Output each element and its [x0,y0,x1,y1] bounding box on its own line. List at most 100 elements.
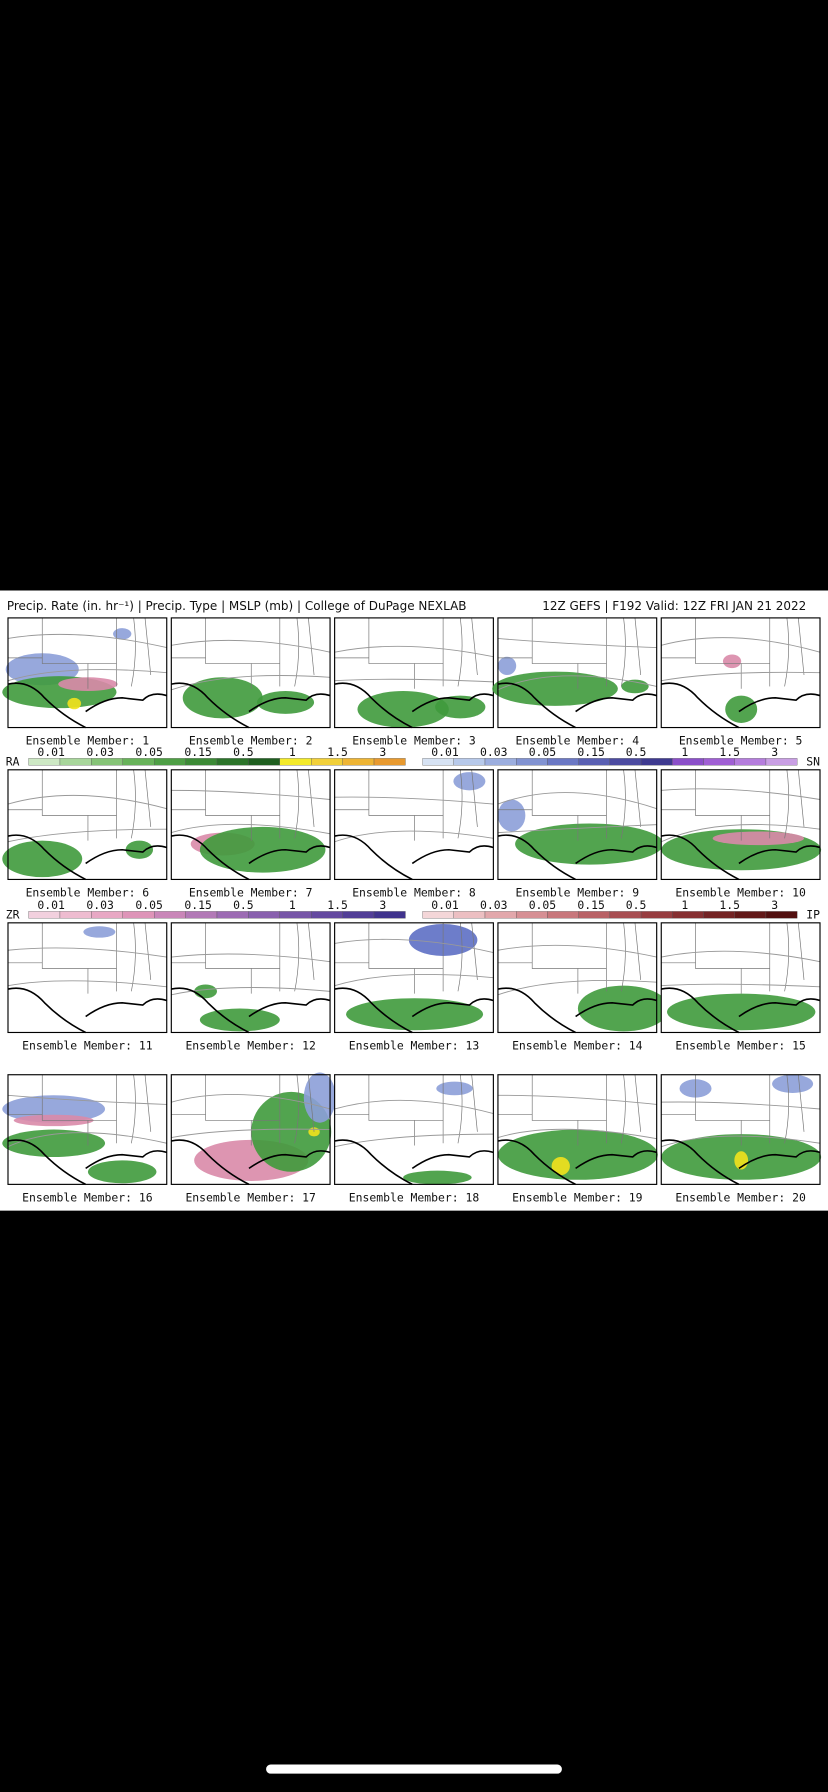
legend-swatch [311,758,343,766]
map-panel [334,922,494,1034]
legend-tick: 1 [681,745,688,759]
precip-area [125,840,154,859]
panel-label: Ensemble Member: 9 [516,886,640,900]
state-border [620,769,626,839]
legend-swatch [609,911,642,919]
state-border [205,1074,252,1146]
isobar [497,944,657,958]
legend-swatch [578,911,611,919]
map-panel [660,769,822,881]
legend-tick: 0.15 [184,898,211,912]
state-border [131,769,136,839]
legend-swatch [373,758,406,766]
state-border [531,1074,579,1146]
legend-swatch [122,911,155,919]
legend-swatch [342,758,375,766]
legend-swatch [342,911,375,919]
precip-area [67,697,82,710]
state-border [634,769,642,827]
state-border [205,922,252,994]
map-frame [334,769,494,881]
precip-area [712,831,805,846]
isobar [497,638,657,649]
panel-label: Ensemble Member: 3 [352,734,476,748]
state-border [695,617,742,689]
legend-swatch [185,758,218,766]
panel-label: Ensemble Member: 10 [675,886,806,900]
legend-tick: 1.5 [719,745,740,759]
isobar [334,830,494,843]
map-frame [334,617,494,729]
state-border [620,1074,626,1144]
legend-tick: 0.5 [233,898,254,912]
state-border [144,769,152,827]
precip-area [199,826,326,873]
panel-label: Ensemble Member: 14 [512,1039,643,1053]
precip-area [435,695,486,719]
map-frame [170,1074,331,1185]
map-frame [7,922,168,1034]
map-panel [170,922,331,1034]
legend-swatch [279,911,312,919]
map-frame [497,769,658,881]
map-frame [497,617,658,729]
map-panel [2,769,168,881]
precip-area [722,654,742,669]
panel-label: Ensemble Member: 18 [349,1191,480,1205]
state-border [144,617,152,676]
isobar [334,678,494,683]
panel-label: Ensemble Member: 8 [352,886,476,900]
isobar [334,974,494,987]
map-frame [170,617,331,729]
legend-swatch [311,911,343,919]
title-left: Precip. Rate (in. hr⁻¹) | Precip. Type |… [7,599,467,614]
legend-tick: 0.5 [626,898,647,912]
legend-swatch [154,911,186,919]
map-frame [334,1074,494,1185]
legend-swatch [59,911,92,919]
state-border [797,922,805,980]
isobar [171,1128,331,1138]
legend-name: SN [806,754,820,768]
isobar [7,980,167,988]
legend-swatch [734,758,767,766]
state-border [695,769,742,841]
legend-swatch [609,758,642,766]
coastline [661,682,821,729]
legend-swatch [484,758,517,766]
coastline [171,1139,331,1186]
map-frame [660,769,821,881]
legend-swatch [216,758,249,766]
panel-label: Ensemble Member: 16 [22,1191,153,1205]
legend-tick: 1 [681,898,688,912]
coastline [7,682,167,729]
isobar [171,823,331,835]
isobar [334,1099,494,1115]
coastline [7,1139,167,1186]
legend-swatch [248,911,280,919]
map-panel [170,769,331,881]
isobar [334,645,494,658]
legend-swatch [216,911,249,919]
state-border [797,617,805,676]
state-border [131,617,136,687]
legend-swatch [28,758,61,766]
isobar [661,1101,821,1110]
legend-swatch [154,758,186,766]
map-frame [7,769,168,881]
state-border [294,922,300,992]
title-right: 12Z GEFS | F192 Valid: 12Z FRI JAN 21 20… [542,599,806,614]
map-panel [7,922,168,1034]
state-border [308,922,315,980]
precip-area [113,628,132,640]
isobar [661,671,821,682]
legend-swatch [91,758,123,766]
state-border [308,617,315,676]
map-frame [497,1074,658,1185]
panel-label: Ensemble Member: 11 [22,1039,153,1053]
panel-label: Ensemble Member: 5 [679,734,803,748]
isobar [171,987,331,996]
state-border [368,617,415,689]
legend-swatch [547,911,579,919]
home-indicator [266,1764,562,1774]
